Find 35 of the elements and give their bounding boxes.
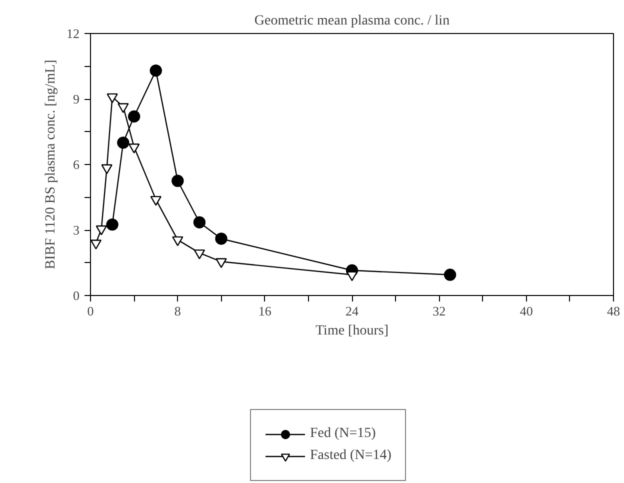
y-axis-title: BIBF 1120 BS plasma conc. [ng/mL] [44, 60, 58, 270]
point [117, 136, 130, 149]
y-tick-label: 12 [66, 26, 80, 41]
point [128, 144, 140, 154]
legend-label: Fed (N=15) [310, 426, 376, 442]
point [216, 258, 227, 268]
x-tick-label: 32 [432, 304, 446, 318]
point [150, 196, 162, 206]
point [215, 232, 228, 245]
chart-title: Geometric mean plasma conc. / lin [254, 14, 450, 28]
point [128, 110, 140, 123]
x-tick-label: 8 [174, 304, 181, 318]
point [101, 164, 112, 174]
point [96, 225, 107, 236]
y-tick-label: 6 [73, 157, 80, 172]
x-tick-label: 24 [346, 304, 359, 318]
point [172, 236, 184, 246]
point [106, 93, 118, 104]
point [150, 64, 162, 77]
point [172, 174, 184, 187]
point [118, 103, 129, 114]
point [90, 240, 102, 250]
point [444, 268, 456, 281]
point [194, 249, 206, 260]
x-tick-label: 16 [258, 304, 272, 318]
legend-label: Fasted (N=14) [310, 448, 392, 464]
point [106, 218, 118, 231]
x-tick-label: 0 [87, 304, 94, 318]
x-axis-title: Time [hours] [316, 324, 389, 338]
x-tick-label: 48 [607, 304, 620, 318]
y-tick-label: 9 [73, 92, 80, 106]
y-tick-label: 3 [73, 222, 80, 238]
y-tick-label: 0 [73, 288, 80, 303]
point [193, 216, 206, 228]
x-tick-label: 40 [520, 304, 533, 318]
